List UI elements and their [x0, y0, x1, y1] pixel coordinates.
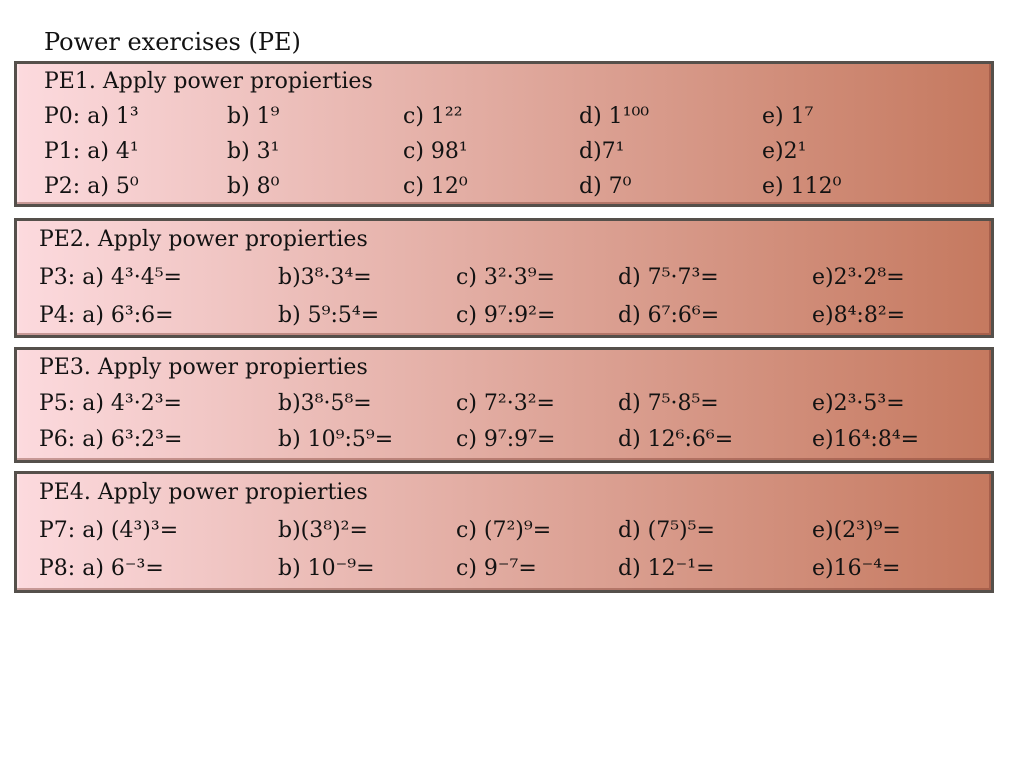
exercise-cell: P3: a) 4³·4⁵= — [39, 265, 182, 290]
box-heading-pe3: PE3. Apply power propierties — [39, 355, 368, 380]
exercise-cell: c) 9⁻⁷= — [456, 556, 537, 581]
exercise-box-pe1: PE1. Apply power propierties P0: a) 1³ b… — [14, 61, 994, 207]
exercise-cell: e) 112⁰ — [762, 174, 842, 199]
exercise-cell: e) 1⁷ — [762, 104, 814, 129]
exercise-cell: P4: a) 6³:6= — [39, 303, 174, 328]
exercise-cell: b) 10⁻⁹= — [278, 556, 375, 581]
exercise-cell: d) 6⁷:6⁶= — [618, 303, 720, 328]
exercise-cell: e)16⁴:8⁴= — [812, 427, 920, 452]
exercise-cell: d) 12⁻¹= — [618, 556, 715, 581]
exercise-cell: e)2¹ — [762, 139, 807, 164]
exercise-cell: c) 3²·3⁹= — [456, 265, 555, 290]
exercise-cell: P1: a) 4¹ — [44, 139, 139, 164]
exercise-cell: b) 1⁹ — [227, 104, 280, 129]
box-heading-pe4: PE4. Apply power propierties — [39, 480, 368, 505]
box-heading-pe2: PE2. Apply power propierties — [39, 227, 368, 252]
exercise-cell: b) 3¹ — [227, 139, 280, 164]
exercise-box-pe2: PE2. Apply power propierties P3: a) 4³·4… — [14, 218, 994, 338]
exercise-cell: c) 1²² — [403, 104, 463, 129]
exercise-cell: e)16⁻⁴= — [812, 556, 901, 581]
exercise-cell: P6: a) 6³:2³= — [39, 427, 183, 452]
exercise-cell: b) 5⁹:5⁴= — [278, 303, 380, 328]
exercise-box-pe3: PE3. Apply power propierties P5: a) 4³·2… — [14, 347, 994, 463]
exercise-cell: c) 9⁷:9²= — [456, 303, 556, 328]
page-title: Power exercises (PE) — [44, 28, 301, 56]
exercise-cell: b) 8⁰ — [227, 174, 280, 199]
exercise-cell: d) 7⁰ — [579, 174, 632, 199]
exercise-cell: e)(2³)⁹= — [812, 518, 901, 543]
exercise-row-p2: P2: a) 5⁰ b) 8⁰ c) 12⁰ d) 7⁰ e) 112⁰ — [17, 169, 991, 204]
exercise-cell: d) 12⁶:6⁶= — [618, 427, 734, 452]
exercise-row-p6: P6: a) 6³:2³= b) 10⁹:5⁹= c) 9⁷:9⁷= d) 12… — [17, 422, 991, 458]
exercise-row-p3: P3: a) 4³·4⁵= b)3⁸·3⁴= c) 3²·3⁹= d) 7⁵·7… — [17, 259, 991, 297]
exercise-cell: d)7¹ — [579, 139, 625, 164]
exercise-row-p7: P7: a) (4³)³= b)(3⁸)²= c) (7²)⁹= d) (7⁵)… — [17, 512, 991, 550]
exercise-row-p5: P5: a) 4³·2³= b)3⁸·5⁸= c) 7²·3²= d) 7⁵·8… — [17, 386, 991, 422]
exercise-cell: P0: a) 1³ — [44, 104, 139, 129]
box-heading-pe1: PE1. Apply power propierties — [44, 69, 373, 94]
exercise-cell: b) 10⁹:5⁹= — [278, 427, 394, 452]
exercise-row-p1: P1: a) 4¹ b) 3¹ c) 98¹ d)7¹ e)2¹ — [17, 134, 991, 169]
exercise-cell: e)2³·5³= — [812, 391, 905, 416]
exercise-cell: d) 1¹⁰⁰ — [579, 104, 650, 129]
exercise-cell: c) 12⁰ — [403, 174, 468, 199]
exercise-cell: P7: a) (4³)³= — [39, 518, 179, 543]
exercise-cell: b)(3⁸)²= — [278, 518, 368, 543]
exercise-row-p8: P8: a) 6⁻³= b) 10⁻⁹= c) 9⁻⁷= d) 12⁻¹= e)… — [17, 550, 991, 588]
exercise-cell: c) (7²)⁹= — [456, 518, 552, 543]
exercise-cell: e)8⁴:8²= — [812, 303, 906, 328]
exercise-box-pe4: PE4. Apply power propierties P7: a) (4³)… — [14, 471, 994, 593]
exercise-cell: b)3⁸·3⁴= — [278, 265, 372, 290]
exercise-cell: d) 7⁵·7³= — [618, 265, 719, 290]
exercise-cell: P8: a) 6⁻³= — [39, 556, 164, 581]
exercise-cell: b)3⁸·5⁸= — [278, 391, 372, 416]
exercise-cell: c) 98¹ — [403, 139, 468, 164]
exercise-row-p0: P0: a) 1³ b) 1⁹ c) 1²² d) 1¹⁰⁰ e) 1⁷ — [17, 99, 991, 134]
exercise-cell: d) 7⁵·8⁵= — [618, 391, 719, 416]
exercise-cell: c) 9⁷:9⁷= — [456, 427, 556, 452]
exercise-cell: c) 7²·3²= — [456, 391, 555, 416]
exercise-cell: d) (7⁵)⁵= — [618, 518, 715, 543]
exercise-cell: e)2³·2⁸= — [812, 265, 905, 290]
exercise-row-p4: P4: a) 6³:6= b) 5⁹:5⁴= c) 9⁷:9²= d) 6⁷:6… — [17, 297, 991, 335]
exercise-cell: P5: a) 4³·2³= — [39, 391, 182, 416]
exercise-cell: P2: a) 5⁰ — [44, 174, 139, 199]
